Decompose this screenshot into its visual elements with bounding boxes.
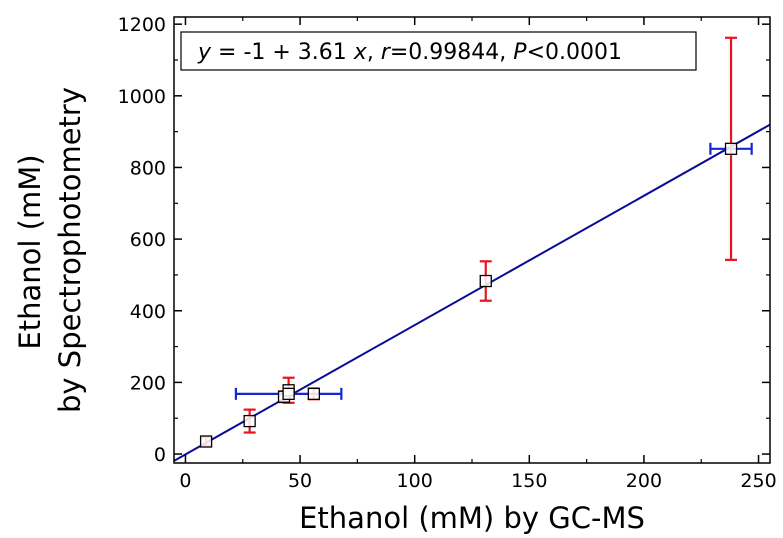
y-tick-label: 200	[130, 372, 166, 394]
x-axis-title: Ethanol (mM) by GC-MS	[299, 501, 645, 535]
x-tick-label: 0	[179, 470, 191, 492]
data-point	[282, 387, 295, 401]
y-tick-label: 600	[130, 229, 166, 251]
annot-r: r	[381, 40, 392, 65]
y-axis-ticks: 0 200 400 600 800 1000 1200	[118, 14, 770, 466]
data-point	[307, 387, 320, 401]
x-tick-label: 150	[511, 470, 547, 492]
annot-p-value: <0.0001	[527, 40, 622, 65]
annot-y: y	[197, 40, 212, 65]
y-axis-title-line2: by Spectrophotometry	[53, 87, 87, 413]
annotation-box	[180, 31, 697, 71]
data-point	[724, 142, 738, 155]
annot-comma: ,	[367, 40, 381, 65]
y-tick-label: 0	[154, 444, 166, 466]
y-tick-label: 1000	[118, 86, 166, 108]
plot-frame	[173, 16, 771, 464]
x-tick-label: 200	[626, 470, 662, 492]
annot-eq: = -1 + 3.61	[211, 40, 354, 65]
x-tick-label: 100	[397, 470, 433, 492]
x-tick-label: 250	[740, 470, 776, 492]
data-point	[243, 414, 256, 428]
annot-r-value: =0.99844,	[390, 40, 513, 65]
y-tick-label: 1200	[118, 14, 166, 36]
data-markers	[199, 142, 738, 448]
regression-line	[174, 123, 770, 462]
y-tick-label: 400	[130, 301, 166, 323]
y-axis-title-line1: Ethanol (mM)	[13, 154, 47, 349]
annot-x: x	[353, 40, 368, 65]
data-point	[479, 274, 492, 288]
data-point	[199, 435, 213, 448]
y-tick-label: 800	[130, 157, 166, 179]
x-axis-ticks: 0 50 100 150 200 250	[179, 17, 777, 492]
regression-annotation: y = -1 + 3.61 x, r=0.99844, P<0.0001	[197, 40, 622, 65]
x-tick-label: 50	[288, 470, 312, 492]
annot-p: P	[513, 40, 527, 65]
